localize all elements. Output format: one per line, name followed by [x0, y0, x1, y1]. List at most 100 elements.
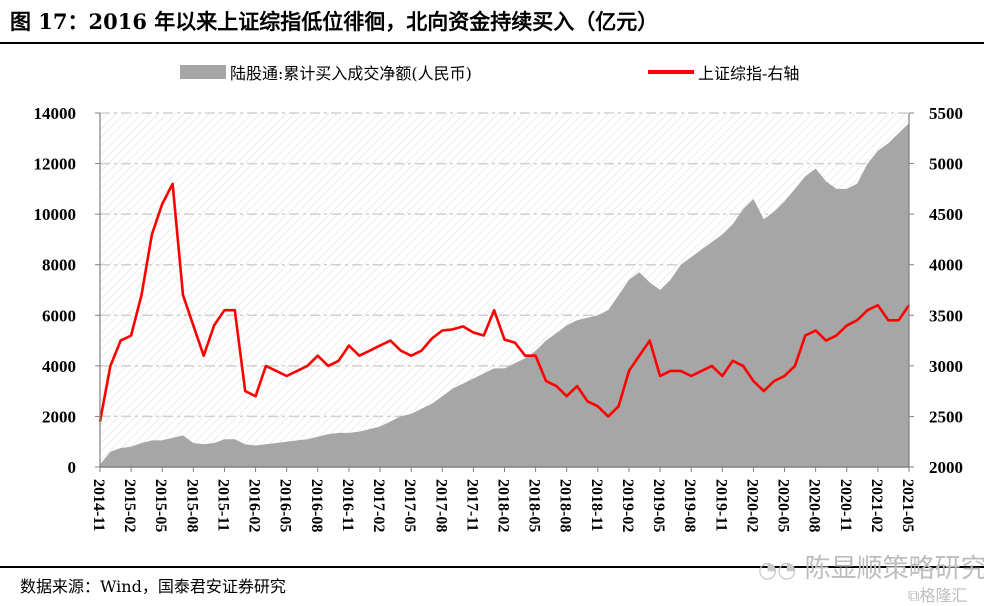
left-tick-label: 2000: [42, 407, 76, 426]
x-tick-label: 2016-02: [246, 479, 263, 532]
source-note: 数据来源：Wind，国泰君安证券研究: [20, 577, 286, 596]
line-point: [742, 365, 744, 367]
x-tick-label: 2021-02: [868, 479, 885, 532]
x-tick-label: 2020-02: [743, 479, 760, 532]
line-point: [638, 354, 641, 357]
line-point: [368, 349, 371, 352]
line-point: [472, 331, 475, 334]
left-tick-label: 10000: [34, 205, 77, 224]
left-tick-label: 12000: [34, 155, 77, 174]
line-point: [119, 339, 122, 342]
line-point: [151, 233, 153, 236]
line-point: [213, 324, 215, 327]
x-tick-label: 2015-08: [183, 479, 200, 532]
right-tick-label: 4500: [929, 205, 963, 224]
x-tick-label: 2017-11: [463, 479, 480, 531]
line-point: [648, 339, 651, 342]
x-tick-label: 2014-11: [90, 479, 107, 531]
left-tick-label: 14000: [34, 104, 77, 123]
line-point: [493, 309, 495, 312]
legend-item-area: 陆股通:累计买入成交净额(人民币): [180, 60, 472, 84]
x-tick-label: 2018-11: [588, 479, 605, 531]
x-tick-label: 2016-08: [308, 479, 325, 532]
line-point: [773, 380, 775, 382]
line-point: [296, 370, 298, 372]
line-point: [130, 334, 132, 337]
x-tick-label: 2016-05: [277, 479, 294, 532]
line-point: [410, 354, 413, 357]
line-point: [400, 349, 402, 352]
line-point: [783, 375, 786, 377]
x-tick-label: 2017-08: [432, 479, 449, 532]
watermark-logo-label: 格隆汇: [919, 586, 968, 605]
line-point: [441, 329, 444, 332]
line-point: [161, 203, 163, 205]
line-point: [752, 380, 755, 382]
line-point: [140, 294, 143, 296]
right-tick-label: 5500: [929, 104, 963, 123]
legend-swatch-area: [180, 65, 226, 79]
line-point: [223, 309, 226, 312]
x-tick-label: 2018-02: [495, 479, 512, 532]
legend-label-area: 陆股通:累计买入成交净额(人民币): [230, 64, 472, 83]
watermark-label: 陈显顺策略研究: [804, 554, 984, 584]
line-point: [358, 354, 361, 357]
logo-icon: ⧉: [908, 586, 920, 605]
x-tick-label: 2016-11: [339, 479, 356, 531]
x-tick-label: 2020-11: [837, 479, 854, 531]
line-point: [317, 354, 319, 357]
line-point: [763, 390, 765, 392]
line-point: [897, 319, 900, 322]
line-point: [846, 324, 848, 327]
x-tick-label: 2019-05: [650, 479, 667, 532]
line-point: [721, 375, 724, 377]
title-rule: [0, 42, 984, 44]
wechat-icon: ◔◔: [758, 558, 797, 583]
line-point: [586, 400, 589, 403]
legend-item-line: 上证综指-右轴: [648, 60, 799, 84]
line-point: [171, 183, 174, 185]
line-point: [109, 365, 112, 367]
line-point: [451, 328, 454, 331]
line-point: [431, 337, 433, 340]
line-point: [856, 319, 858, 322]
left-tick-label: 8000: [42, 256, 76, 275]
line-point: [731, 360, 734, 362]
line-point: [545, 380, 547, 382]
x-tick-label: 2017-05: [401, 479, 418, 532]
right-tick-label: 3500: [929, 306, 963, 325]
line-point: [483, 334, 485, 337]
line-point: [182, 294, 184, 296]
line-point: [306, 365, 309, 367]
line-point: [285, 375, 288, 377]
line-point: [275, 370, 278, 372]
line-point: [814, 329, 817, 332]
line-point: [877, 304, 879, 307]
line-point: [389, 339, 392, 342]
line-point: [254, 395, 257, 398]
line-point: [711, 365, 713, 367]
watermark-logo: ⧉格隆汇: [908, 582, 967, 606]
line-point: [794, 365, 796, 367]
line-point: [576, 385, 578, 387]
figure-title: 图 17：2016 年以来上证综指低位徘徊，北向资金持续买入（亿元）: [10, 9, 659, 34]
line-point: [690, 375, 692, 377]
legend-label-line: 上证综指-右轴: [698, 64, 800, 83]
x-tick-label: 2018-08: [557, 479, 574, 532]
line-point: [202, 354, 205, 357]
x-tick-label: 2015-11: [214, 479, 231, 531]
line-point: [379, 344, 381, 347]
area-series-northbound: [100, 123, 909, 467]
line-point: [825, 339, 827, 342]
line-point: [524, 354, 526, 357]
x-tick-label: 2019-11: [712, 479, 729, 531]
line-point: [628, 370, 630, 372]
line-point: [462, 325, 464, 328]
line-point: [534, 354, 537, 357]
left-tick-label: 6000: [42, 306, 76, 325]
line-point: [348, 344, 350, 347]
footer-rule: [0, 566, 984, 568]
right-tick-label: 2000: [929, 458, 963, 477]
line-point: [835, 334, 838, 337]
